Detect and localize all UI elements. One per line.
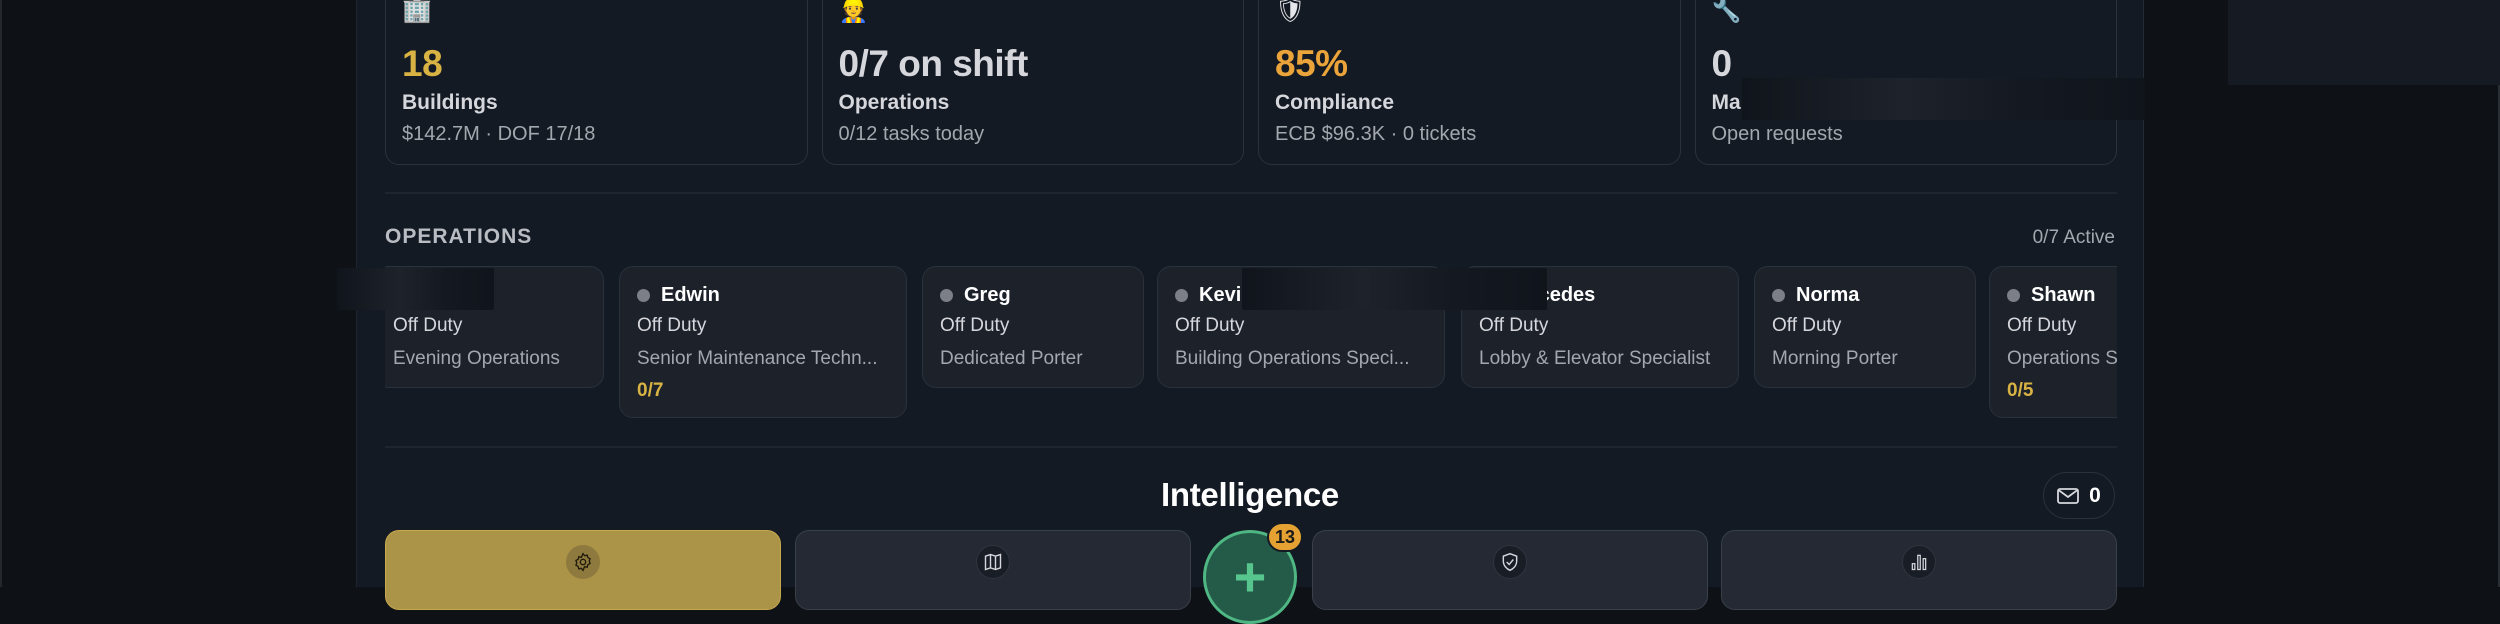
shield-check-icon <box>1493 545 1527 579</box>
staff-role: Lobby & Elevator Specialist <box>1479 348 1711 369</box>
stat-value: 85% <box>1275 43 1348 84</box>
mail-button[interactable]: 0 <box>2043 472 2115 519</box>
staff-carousel[interactable]: Off Duty Evening Operations Edwin Off Du… <box>385 266 2117 421</box>
stat-value: 18 <box>402 43 443 84</box>
staff-role: Dedicated Porter <box>940 348 1083 369</box>
plus-icon: + <box>1233 545 1267 608</box>
status-dot-icon <box>1175 288 1188 302</box>
right-scrollbar[interactable] <box>2498 85 2500 587</box>
staff-status: Off Duty <box>1175 315 1245 336</box>
redaction-overlay <box>337 268 494 310</box>
stat-label: Operations <box>838 91 950 114</box>
stat-label: Mai <box>1711 91 1747 114</box>
section-divider <box>385 192 2117 194</box>
redaction-overlay <box>1742 78 2145 120</box>
staff-name: Greg <box>964 283 1011 306</box>
left-gutter <box>0 0 356 587</box>
status-dot-icon <box>1772 288 1785 302</box>
staff-name: Shawn <box>2031 283 2096 306</box>
status-dot-icon <box>940 288 953 302</box>
staff-task-count: 0/7 <box>637 380 664 401</box>
right-panel <box>2228 0 2500 85</box>
status-dot-icon <box>637 288 650 302</box>
stat-label: Buildings <box>402 91 498 114</box>
intel-tile-operations[interactable] <box>385 530 781 610</box>
staff-role: Evening Operations <box>393 348 560 369</box>
operations-heading: OPERATIONS <box>385 225 533 248</box>
staff-card[interactable]: Norma Off Duty Morning Porter <box>1754 266 1976 388</box>
stat-subtitle: Open requests <box>1711 123 1843 145</box>
wrench-icon: 🔧 <box>1711 0 1742 24</box>
staff-status: Off Duty <box>2007 315 2077 336</box>
envelope-icon <box>2057 487 2080 504</box>
stat-card-buildings[interactable]: 🏢 18 Buildings $142.7M · DOF 17/18 <box>385 0 808 165</box>
intel-tile-map[interactable] <box>795 530 1191 610</box>
stat-card-compliance[interactable]: 🛡 85% Compliance ECB $96.3K · 0 tickets <box>1258 0 1681 165</box>
staff-role: Senior Maintenance Techn... <box>637 348 878 369</box>
staff-card[interactable]: Edwin Off Duty Senior Maintenance Techn.… <box>619 266 907 418</box>
gear-icon <box>566 545 600 579</box>
staff-card[interactable]: Greg Off Duty Dedicated Porter <box>922 266 1144 388</box>
stat-label: Compliance <box>1275 91 1395 114</box>
staff-status: Off Duty <box>1772 315 1842 336</box>
section-divider <box>385 446 2117 448</box>
construction-worker-icon: 👷 <box>838 0 869 24</box>
redaction-overlay <box>1242 268 1547 310</box>
staff-role: Morning Porter <box>1772 348 1898 369</box>
mail-count: 0 <box>2089 483 2101 507</box>
stat-subtitle: 0/12 tasks today <box>838 123 985 145</box>
intel-tile-compliance[interactable] <box>1312 530 1708 610</box>
staff-status: Off Duty <box>1479 315 1549 336</box>
dashboard-main: 🏢 18 Buildings $142.7M · DOF 17/18 👷 0/7… <box>337 0 2145 624</box>
staff-name: Kevi <box>1199 283 1242 306</box>
notification-badge: 13 <box>1267 522 1304 552</box>
stat-card-operations[interactable]: 👷 0/7 on shift Operations 0/12 tasks tod… <box>821 0 1244 165</box>
intelligence-heading: Intelligence <box>1161 476 1339 513</box>
operations-active-count: 0/7 Active <box>2032 227 2115 248</box>
staff-card[interactable]: Shawn Off Duty Operations S 0/5 <box>1989 266 2117 418</box>
stat-subtitle: ECB $96.3K · 0 tickets <box>1275 123 1477 145</box>
staff-status: Off Duty <box>637 315 707 336</box>
staff-task-count: 0/5 <box>2007 380 2034 401</box>
staff-status: Off Duty <box>940 315 1010 336</box>
staff-role: Building Operations Speci... <box>1175 348 1410 369</box>
stat-subtitle: $142.7M · DOF 17/18 <box>402 123 596 145</box>
staff-name: Norma <box>1796 283 1860 306</box>
staff-role: Operations S <box>2007 348 2117 369</box>
staff-name: Edwin <box>661 283 720 306</box>
stat-value: 0/7 on shift <box>838 43 1029 84</box>
office-building-icon: 🏢 <box>402 0 432 24</box>
intel-tile-analytics[interactable] <box>1721 530 2117 610</box>
map-icon <box>976 545 1010 579</box>
stat-value: 0 <box>1711 43 1733 84</box>
bar-chart-icon <box>1902 545 1936 579</box>
staff-status: Off Duty <box>393 315 463 336</box>
status-dot-icon <box>2007 288 2020 302</box>
shield-icon: 🛡 <box>1275 0 1306 24</box>
